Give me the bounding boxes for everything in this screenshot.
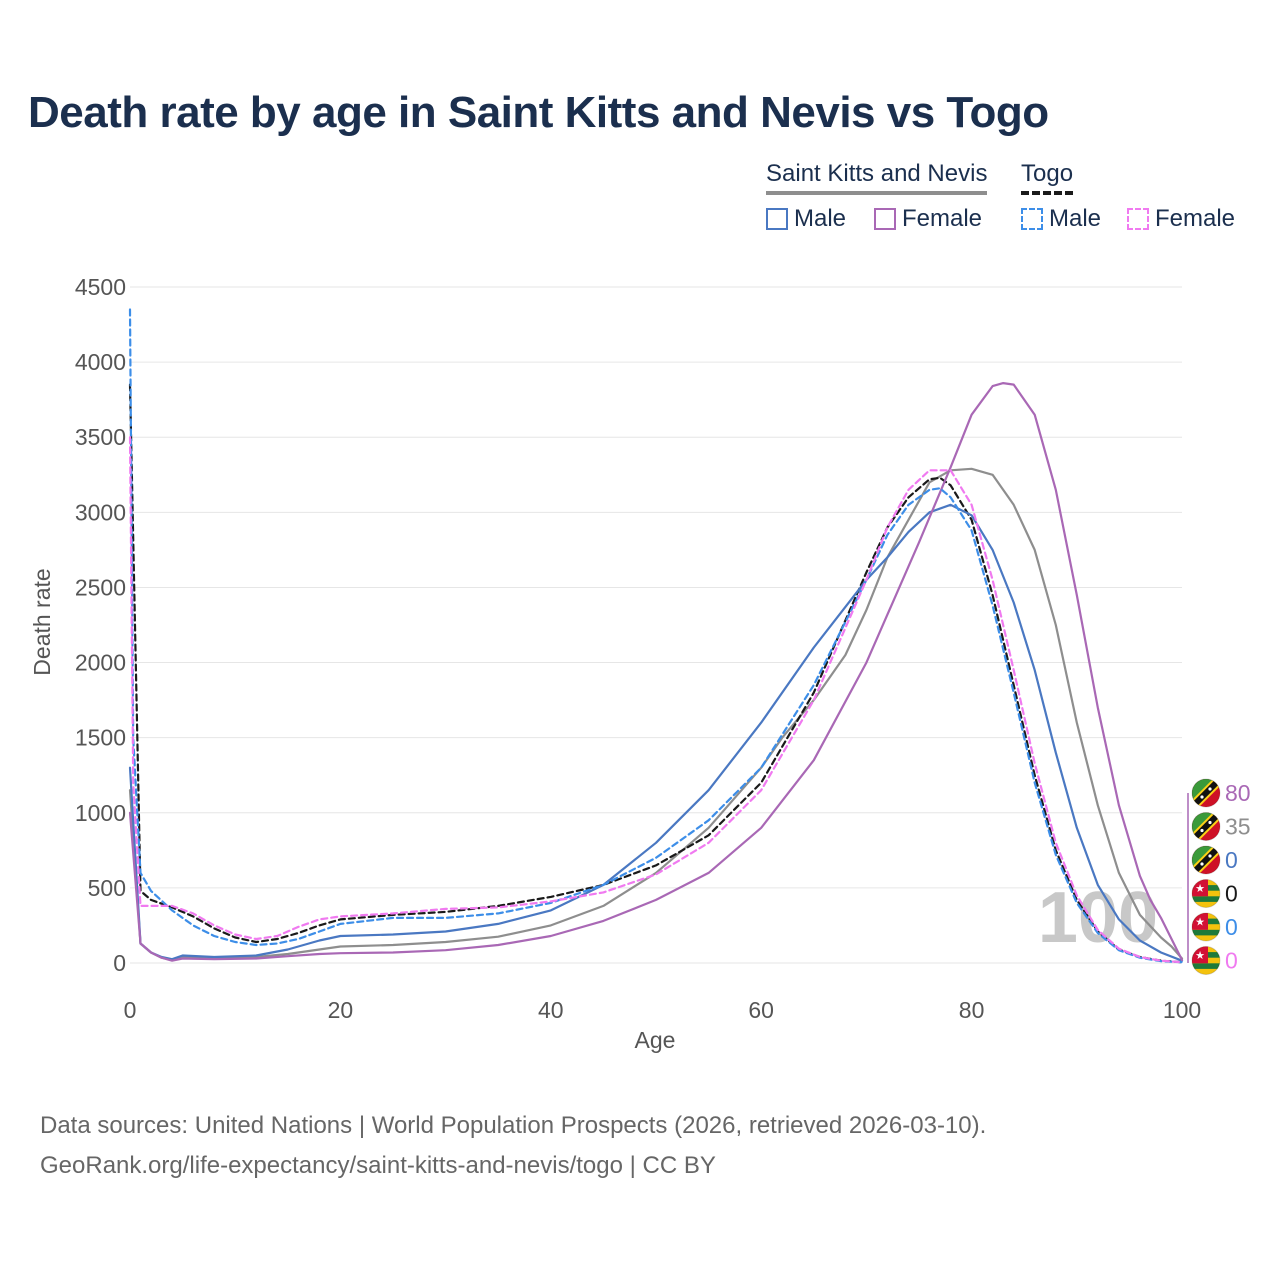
togo-flag-icon: ★ [1191, 912, 1221, 942]
legend-item-skn-male[interactable]: Male [766, 205, 846, 233]
chart-title: Death rate by age in Saint Kitts and Nev… [28, 88, 1049, 137]
y-tick-label: 3500 [75, 424, 126, 450]
end-label-value: 0 [1225, 948, 1238, 974]
end-label-value: 0 [1225, 914, 1238, 940]
skn-flag-icon [1191, 812, 1221, 841]
legend-item-togo-female[interactable]: Female [1127, 205, 1235, 233]
legend-item-skn-female[interactable]: Female [874, 205, 982, 233]
y-tick-label: 2500 [75, 574, 126, 600]
legend-swatch-togo-female [1127, 208, 1149, 230]
source-line-2: GeoRank.org/life-expectancy/saint-kitts-… [40, 1152, 716, 1179]
togo-flag-icon: ★ [1191, 946, 1221, 975]
x-tick-label: 0 [124, 997, 137, 1023]
svg-text:★: ★ [1195, 950, 1205, 962]
source-line-1: Data sources: United Nations | World Pop… [40, 1112, 987, 1139]
end-label-value: 0 [1225, 847, 1238, 873]
legend-label-togo-female: Female [1155, 205, 1236, 232]
y-tick-label: 1000 [75, 800, 126, 826]
legend-swatch-togo-male [1021, 208, 1043, 230]
legend-swatch-skn-female [874, 208, 896, 230]
y-tick-label: 4000 [75, 349, 126, 375]
x-tick-label: 60 [748, 997, 774, 1023]
y-tick-label: 1500 [75, 725, 126, 751]
line-chart: 100 050010001500200025003000350040004500… [29, 274, 1251, 1053]
x-axis-label: Age [635, 1027, 676, 1053]
legend-label-togo-male: Male [1049, 205, 1102, 232]
year-watermark: 100 [1038, 878, 1158, 958]
legend-country-skn: Saint Kitts and Nevis [766, 160, 988, 195]
end-label-value: 80 [1225, 780, 1251, 806]
grid-lines [130, 286, 1182, 964]
y-tick-label: 3000 [75, 499, 126, 525]
y-axis-label: Death rate [29, 568, 55, 675]
y-axis-ticks: 0 500 1000 1500 2000 2500 3000 3500 4000 4500 [75, 274, 126, 976]
x-axis-ticks: 0 20 40 60 80 100 [124, 997, 1202, 1023]
end-label-value: 35 [1225, 814, 1251, 840]
series-layer [128, 308, 1184, 964]
source-note: Data sources: United Nations | World Pop… [40, 1106, 986, 1186]
y-tick-label: 500 [88, 875, 126, 901]
x-tick-label: 80 [959, 997, 985, 1023]
x-tick-label: 20 [328, 997, 354, 1023]
legend-swatch-skn-male [766, 208, 788, 230]
svg-text:★: ★ [1195, 917, 1205, 929]
series-line-1 [128, 383, 1184, 964]
svg-text:★: ★ [1195, 883, 1205, 895]
togo-flag-icon: ★ [1191, 879, 1221, 908]
legend-item-togo-male[interactable]: Male [1021, 205, 1101, 233]
legend-label-skn-female: Female [902, 205, 983, 232]
y-tick-label: 0 [113, 950, 126, 976]
y-tick-label: 2000 [75, 650, 126, 676]
series-line-5 [128, 436, 1184, 964]
end-label-value: 0 [1225, 881, 1238, 907]
series-line-4 [128, 308, 1184, 964]
skn-flag-icon [1191, 845, 1221, 875]
x-tick-label: 40 [538, 997, 564, 1023]
x-tick-label: 100 [1163, 997, 1201, 1023]
series-line-3 [128, 382, 1184, 962]
legend-country-togo: Togo [1021, 160, 1074, 195]
legend-label-skn-male: Male [794, 205, 847, 232]
skn-flag-icon [1191, 778, 1221, 808]
y-tick-label: 4500 [75, 274, 126, 300]
end-labels: 80 35 0 ★ 0 ★ 0 ★ 0 [1187, 778, 1251, 975]
series-line-2 [128, 503, 1184, 962]
